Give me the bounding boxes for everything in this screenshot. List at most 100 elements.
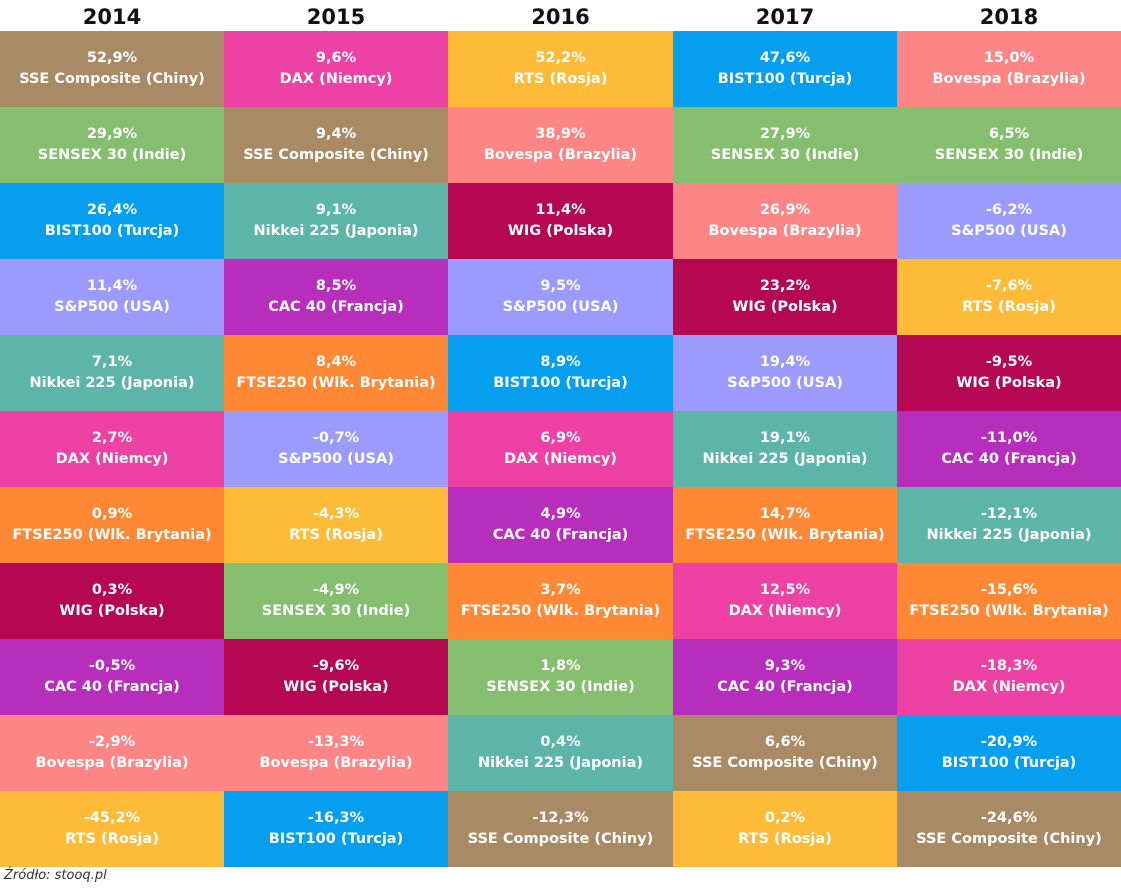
cell-value: -12,1%: [980, 506, 1038, 522]
cell-index-name: WIG (Polska): [956, 375, 1062, 391]
cell-value: 8,4%: [315, 354, 357, 370]
cell-2016-row-2: 38,9% Bovespa (Brazylia): [448, 107, 673, 183]
cell-value: 6,5%: [988, 126, 1030, 142]
cell-2016-row-8: 3,7% FTSE250 (Wlk. Brytania): [448, 563, 673, 639]
cell-value: -7,6%: [985, 278, 1033, 294]
cell-value: -16,3%: [307, 810, 365, 826]
cell-index-name: SSE Composite (Chiny): [243, 147, 429, 163]
cell-2014-row-1: 52,9% SSE Composite (Chiny): [0, 31, 224, 107]
cell-index-name: DAX (Niemcy): [728, 603, 842, 619]
cell-index-name: BIST100 (Turcja): [44, 223, 180, 239]
cell-index-name: Nikkei 225 (Japonia): [477, 755, 644, 771]
cell-2016-row-11: -12,3% SSE Composite (Chiny): [448, 791, 673, 867]
cell-value: 6,9%: [540, 430, 581, 446]
cell-value: -2,9%: [88, 734, 136, 750]
cell-2018-row-4: -7,6% RTS (Rosja): [897, 259, 1121, 335]
cell-value: 9,6%: [315, 50, 357, 66]
cell-index-name: SENSEX 30 (Indie): [710, 147, 860, 163]
cell-index-name: FTSE250 (Wlk. Brytania): [12, 527, 212, 543]
cell-index-name: RTS (Rosja): [65, 831, 159, 847]
year-header-2017: 2017: [755, 5, 815, 29]
cell-value: 26,9%: [759, 202, 811, 218]
cell-index-name: DAX (Niemcy): [279, 71, 393, 87]
cell-index-name: DAX (Niemcy): [55, 451, 169, 467]
cell-index-name: SENSEX 30 (Indie): [261, 603, 411, 619]
cell-2018-row-10: -20,9% BIST100 (Turcja): [897, 715, 1121, 791]
cell-index-name: RTS (Rosja): [513, 71, 608, 87]
year-header-2018: 2018: [979, 5, 1039, 29]
cell-value: 9,4%: [315, 126, 357, 142]
cell-value: -13,3%: [307, 734, 365, 750]
cell-index-name: RTS (Rosja): [962, 299, 1056, 315]
cell-index-name: CAC 40 (Francja): [268, 299, 404, 315]
cell-2018-row-5: -9,5% WIG (Polska): [897, 335, 1121, 411]
cell-2015-row-4: 8,5% CAC 40 (Francja): [224, 259, 448, 335]
cell-index-name: CAC 40 (Francja): [941, 451, 1077, 467]
cell-2014-row-9: -0,5% CAC 40 (Francja): [0, 639, 224, 715]
cell-index-name: FTSE250 (Wlk. Brytania): [236, 375, 436, 391]
cell-index-name: Bovespa (Brazylia): [35, 755, 189, 771]
cell-value: 0,4%: [540, 734, 581, 750]
cell-value: 3,7%: [540, 582, 581, 598]
year-header-2015: 2015: [306, 5, 366, 29]
cell-value: -4,3%: [312, 506, 360, 522]
cell-2016-row-6: 6,9% DAX (Niemcy): [448, 411, 673, 487]
cell-2015-row-6: -0,7% S&P500 (USA): [224, 411, 448, 487]
cell-value: 2,7%: [91, 430, 133, 446]
cell-2018-row-6: -11,0% CAC 40 (Francja): [897, 411, 1121, 487]
cell-value: -11,0%: [980, 430, 1038, 446]
cell-value: 8,5%: [315, 278, 357, 294]
cell-2017-row-2: 27,9% SENSEX 30 (Indie): [673, 107, 897, 183]
cell-index-name: BIST100 (Turcja): [268, 831, 404, 847]
cell-index-name: WIG (Polska): [283, 679, 389, 695]
cell-value: 23,2%: [759, 278, 811, 294]
cell-index-name: BIST100 (Turcja): [717, 71, 853, 87]
year-header-2016: 2016: [531, 5, 590, 29]
cell-value: -9,5%: [985, 354, 1033, 370]
cell-2017-row-8: 12,5% DAX (Niemcy): [673, 563, 897, 639]
cell-value: -12,3%: [532, 810, 589, 826]
cell-value: 0,3%: [91, 582, 133, 598]
cell-2016-row-7: 4,9% CAC 40 (Francja): [448, 487, 673, 563]
cell-2018-row-8: -15,6% FTSE250 (Wlk. Brytania): [897, 563, 1121, 639]
cell-index-name: SENSEX 30 (Indie): [934, 147, 1084, 163]
cell-2018-row-3: -6,2% S&P500 (USA): [897, 183, 1121, 259]
cell-value: 47,6%: [759, 50, 811, 66]
cell-index-name: BIST100 (Turcja): [493, 375, 628, 391]
cell-index-name: SENSEX 30 (Indie): [37, 147, 187, 163]
cell-2017-row-6: 19,1% Nikkei 225 (Japonia): [673, 411, 897, 487]
cell-index-name: CAC 40 (Francja): [717, 679, 853, 695]
cell-index-name: DAX (Niemcy): [504, 451, 617, 467]
cell-index-name: WIG (Polska): [732, 299, 838, 315]
cell-2018-row-9: -18,3% DAX (Niemcy): [897, 639, 1121, 715]
cell-index-name: SSE Composite (Chiny): [467, 831, 654, 847]
source-note: Źródło: stooq.pl: [4, 868, 107, 883]
cell-index-name: S&P500 (USA): [727, 375, 843, 391]
cell-value: 0,2%: [764, 810, 806, 826]
cell-2014-row-6: 2,7% DAX (Niemcy): [0, 411, 224, 487]
cell-2017-row-7: 14,7% FTSE250 (Wlk. Brytania): [673, 487, 897, 563]
cell-index-name: SSE Composite (Chiny): [19, 71, 205, 87]
cell-2015-row-3: 9,1% Nikkei 225 (Japonia): [224, 183, 448, 259]
cell-value: -0,5%: [88, 658, 136, 674]
cell-2015-row-11: -16,3% BIST100 (Turcja): [224, 791, 448, 867]
cell-index-name: FTSE250 (Wlk. Brytania): [685, 527, 885, 543]
year-header-2014: 2014: [82, 5, 142, 29]
cell-value: 9,1%: [315, 202, 357, 218]
cell-value: -0,7%: [312, 430, 360, 446]
cell-index-name: Nikkei 225 (Japonia): [702, 451, 868, 467]
cell-2015-row-2: 9,4% SSE Composite (Chiny): [224, 107, 448, 183]
cell-2014-row-7: 0,9% FTSE250 (Wlk. Brytania): [0, 487, 224, 563]
cell-value: 52,2%: [535, 50, 586, 66]
cell-index-name: SSE Composite (Chiny): [692, 755, 878, 771]
cell-index-name: FTSE250 (Wlk. Brytania): [909, 603, 1109, 619]
cell-2015-row-8: -4,9% SENSEX 30 (Indie): [224, 563, 448, 639]
cell-index-name: S&P500 (USA): [54, 299, 170, 315]
cell-index-name: S&P500 (USA): [951, 223, 1067, 239]
cell-index-name: Bovespa (Brazylia): [259, 755, 413, 771]
cell-value: 14,7%: [759, 506, 811, 522]
cell-value: 19,1%: [759, 430, 811, 446]
cell-value: -6,2%: [985, 202, 1033, 218]
cell-index-name: Bovespa (Brazylia): [708, 223, 862, 239]
cell-value: 29,9%: [86, 126, 138, 142]
